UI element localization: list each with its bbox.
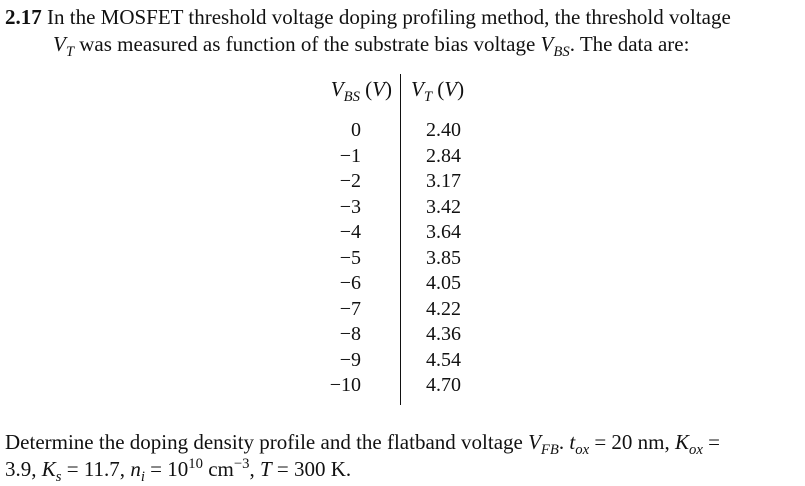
vbs-cell: −8 [339,323,361,345]
table-body: 0 −1 −2 −3 −4 −5 −6 −7 −8 −9 −10 2.40 2.84 3.17 3.42 3… [300,104,500,405]
vt-cell: 3.85 [426,246,461,269]
tox-value: = 20 nm, [594,430,670,454]
column-vt: 2.40 2.84 3.17 3.42 3.64 3.85 4.05 4.22 4.36 4.54… [400,104,500,405]
problem-statement: 2.17 In the MOSFET threshold voltage dop… [5,4,795,61]
vt-cell: 3.17 [426,170,461,192]
vt-cell: 2.84 [426,144,461,167]
ni-exponent: 10 [188,456,203,472]
vt-cell: 4.70 [426,374,461,396]
vt-cell: 3.42 [426,195,461,218]
ks-value: = 11.7, [66,457,126,481]
vbs-cell: −4 [339,221,361,243]
vt-cell: 2.40 [426,119,461,141]
column-vbs: 0 −1 −2 −3 −4 −5 −6 −7 −8 −9 −10 [300,104,400,405]
problem-line2-end: . The data are: [569,32,690,56]
vbs-cell: −9 [339,348,361,371]
vt-cell: 4.05 [426,272,461,294]
vbs-cell: −1 [339,144,361,167]
problem-line1: In the MOSFET threshold voltage doping p… [47,5,731,29]
vt-cell: 4.54 [426,348,461,371]
data-table: VBS (V) VT (V) 0 −1 −2 −3 −4 −5 −6 −7 −8 −9 −10 2.… [300,74,500,405]
header-vbs: VBS (V) [330,77,392,106]
vt-cell: 4.36 [426,323,461,345]
question-text: Determine the doping density profile and… [5,430,523,454]
ni-value: = 10 [150,457,189,481]
kox-eq: = [708,430,721,454]
ni-unit-exponent: −3 [233,456,250,472]
vbs-cell: −3 [339,195,361,218]
vbs-cell: −7 [339,297,361,320]
vt-cell: 4.22 [426,297,461,320]
temperature-value: = 300 K. [276,457,352,481]
vbs-cell: −2 [339,170,361,192]
vbs-cell: 0 [351,119,361,141]
vbs-cell: −6 [339,272,361,294]
problem-number: 2.17 [5,5,42,29]
problem-line2-text: was measured as function of the substrat… [79,32,536,56]
kox-value: 3.9, [5,457,37,481]
table-header: VBS (V) VT (V) [300,74,500,106]
ni-unit: cm [208,457,234,481]
problem-question: Determine the doping density profile and… [5,430,721,486]
vt-cell: 3.64 [426,221,461,243]
vbs-cell: −5 [339,246,361,269]
header-vt: VT (V) [400,74,500,105]
problem-line2: VT was measured as function of the subst… [53,32,690,61]
vbs-cell: −10 [329,374,361,396]
